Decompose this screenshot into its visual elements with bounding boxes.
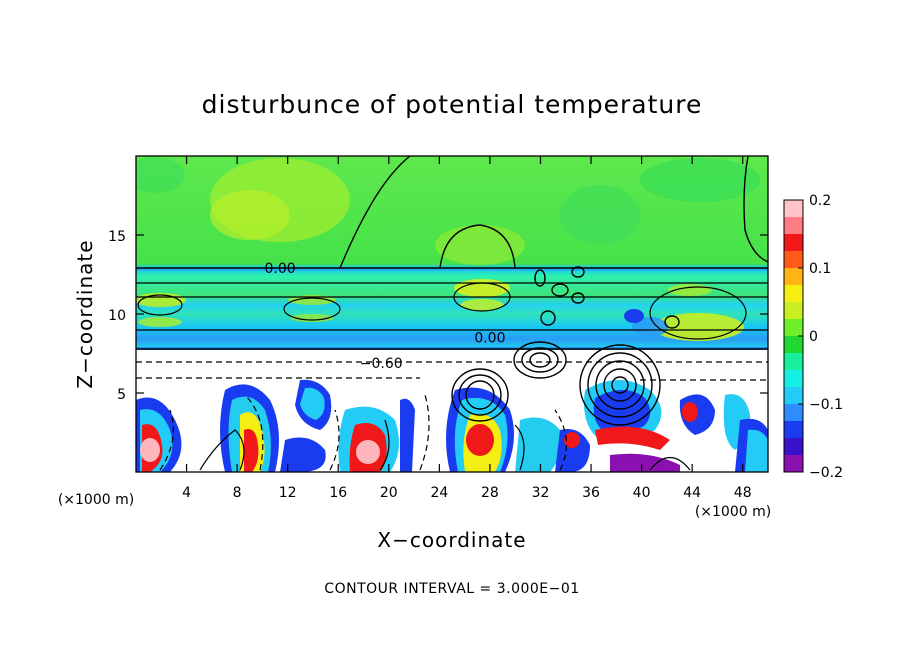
x-unit-right: (×1000 m) — [695, 504, 771, 520]
x-tick-label: 24 — [430, 485, 448, 501]
colorbar-tick-label: 0.1 — [809, 261, 831, 277]
y-axis-label: Z−coordinate — [73, 239, 97, 388]
x-tick-label: 36 — [582, 485, 600, 501]
x-tick-label: 48 — [734, 485, 752, 501]
plot-area: 0.00 0.00 −0.60 — [136, 156, 768, 472]
x-tick-label: 32 — [532, 485, 550, 501]
colorbar-tick-label: 0.2 — [809, 193, 831, 209]
colorbar-tick-label: −0.1 — [809, 397, 843, 413]
x-tick-label: 16 — [329, 485, 347, 501]
x-tick-label: 12 — [279, 485, 297, 501]
x-tick-label: 20 — [380, 485, 398, 501]
contour-interval-caption: CONTOUR INTERVAL = 3.000E−01 — [324, 581, 579, 597]
x-axis-label: X−coordinate — [377, 528, 526, 552]
colorbar-ticks: 0.2 0.1 0 −0.1 −0.2 — [798, 193, 843, 481]
contour-lines — [136, 156, 768, 471]
contour-label: 0.00 — [265, 261, 296, 277]
colorbar-tick-label: 0 — [809, 329, 818, 345]
chart-title: disturbunce of potential temperature — [202, 90, 703, 119]
y-axis: 5 10 15 — [108, 229, 768, 403]
x-tick-label: 44 — [683, 485, 701, 501]
y-tick-label: 10 — [108, 308, 126, 324]
upper-field-patches — [136, 157, 760, 265]
colorbar-tick-label: −0.2 — [809, 465, 843, 481]
x-tick-label: 4 — [182, 485, 191, 501]
x-axis: 4 8 12 16 20 24 28 32 36 40 44 48 — [182, 156, 752, 501]
contour-label: 0.00 — [474, 331, 505, 347]
y-tick-label: 5 — [117, 387, 126, 403]
x-tick-label: 8 — [233, 485, 242, 501]
y-tick-label: 15 — [108, 229, 126, 245]
contour-labels: 0.00 0.00 −0.60 — [265, 261, 506, 372]
contour-label: −0.60 — [360, 356, 403, 372]
x-unit-left: (×1000 m) — [58, 492, 134, 508]
x-tick-label: 40 — [633, 485, 651, 501]
colorbar: 0.2 0.1 0 −0.1 −0.2 — [783, 193, 843, 481]
x-tick-label: 28 — [481, 485, 499, 501]
